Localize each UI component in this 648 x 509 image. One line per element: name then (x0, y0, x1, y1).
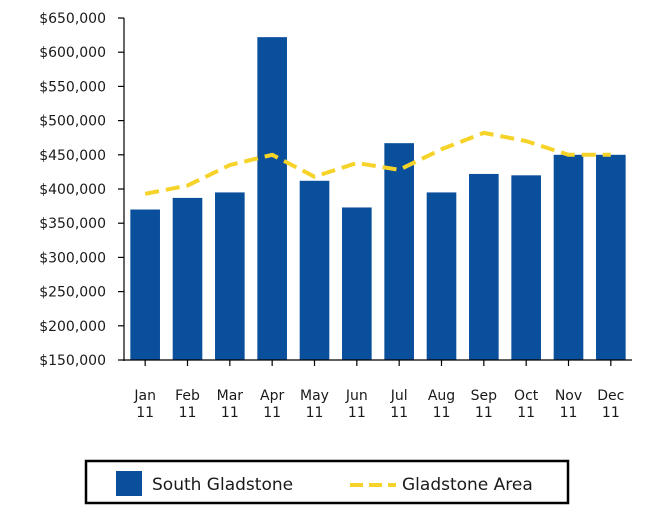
bar-aug (426, 192, 457, 360)
bar-oct (511, 175, 541, 360)
y-tick-label: $250,000 (39, 285, 106, 301)
y-tick-label: $450,000 (39, 148, 106, 164)
y-tick-label: $200,000 (39, 319, 106, 335)
x-tick-label-month: Sep (471, 388, 498, 404)
legend-box (84, 459, 570, 505)
y-tick-label: $300,000 (39, 250, 106, 266)
axes (118, 17, 632, 366)
y-tick-label: $150,000 (39, 353, 106, 369)
gladstone-area-line (144, 130, 611, 196)
x-tick-label-month: Oct (514, 388, 539, 404)
x-tick-label-year: 11 (306, 405, 324, 421)
x-tick-label-year: 11 (475, 405, 493, 421)
x-tick-label-month: Jul (390, 388, 408, 404)
y-tick-label: $550,000 (39, 79, 106, 95)
x-tick-label-month: Apr (260, 388, 284, 404)
bar-feb (172, 197, 203, 360)
x-tick-label-year: 11 (433, 405, 451, 421)
x-tick-label-year: 11 (263, 405, 281, 421)
y-tick-label: $350,000 (39, 216, 106, 232)
bar-jul (384, 143, 414, 360)
x-tick-label-month: Aug (428, 388, 455, 404)
x-tick-label-month: Mar (217, 388, 244, 404)
x-tick-label-month: Jun (345, 388, 368, 404)
y-tick-label: $500,000 (39, 114, 106, 130)
y-tick-label: $650,000 (39, 11, 106, 27)
y-axis-tick-labels: $650,000 $600,000 $550,000 $500,000 $450,000… (39, 11, 106, 369)
x-tick-label-year: 11 (390, 405, 408, 421)
legend: South Gladstone Gladstone Area (84, 459, 570, 505)
bar-nov (553, 154, 584, 360)
y-tick-label: $600,000 (39, 45, 106, 61)
bar-jun (342, 207, 372, 360)
legend-label-line: Gladstone Area (402, 475, 533, 495)
south-gladstone-bars (130, 37, 626, 360)
x-tick-label-year: 11 (348, 405, 366, 421)
x-tick-label-year: 11 (221, 405, 239, 421)
x-tick-label-month: Dec (597, 388, 624, 404)
x-axis-tick-labels: Jan11Feb11Mar11Apr11May11Jun11Jul11Aug11… (133, 388, 624, 421)
x-tick-label-year: 11 (560, 405, 578, 421)
x-tick-label-year: 11 (136, 405, 154, 421)
y-tick-label: $400,000 (39, 182, 106, 198)
bar-mar (215, 192, 245, 360)
x-tick-label-month: May (300, 388, 329, 404)
legend-swatch-bar (116, 471, 142, 496)
x-tick-label-year: 11 (179, 405, 197, 421)
bar-may (299, 180, 330, 360)
x-tick-label-month: Feb (175, 388, 200, 404)
x-tick-label-month: Nov (555, 388, 582, 404)
bar-apr (257, 37, 287, 360)
bar-jan (130, 209, 160, 360)
legend-label-bar: South Gladstone (152, 475, 293, 495)
bar-sep (469, 173, 499, 360)
x-tick-label-year: 11 (602, 405, 620, 421)
x-tick-label-month: Jan (133, 388, 156, 404)
bar-dec (596, 154, 626, 360)
x-tick-label-year: 11 (517, 405, 535, 421)
gladstone-area-line-path (144, 130, 611, 196)
